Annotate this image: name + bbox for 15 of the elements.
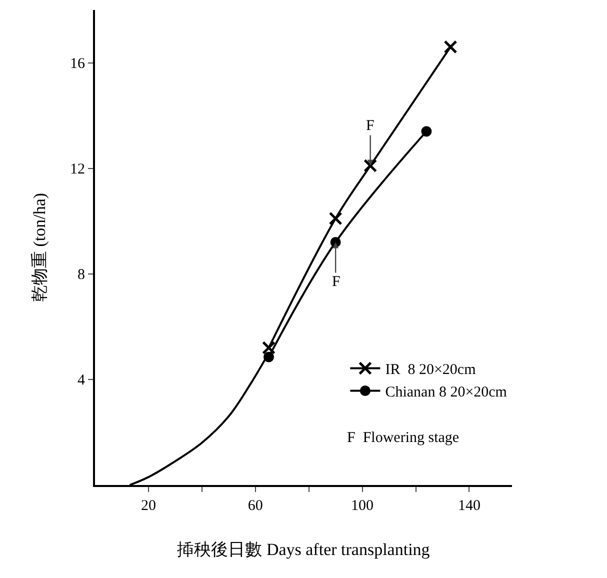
y-axis-title: 乾物重 (ton/ha) [30, 192, 50, 302]
annotation: F [332, 274, 340, 290]
y-tick-label: 12 [70, 162, 85, 178]
annotation: F [366, 118, 374, 134]
x-tick-label: 60 [248, 498, 263, 514]
y-tick-label: 16 [70, 56, 86, 72]
legend-label: Chianan 8 20×20cm [385, 384, 508, 401]
x-axis-title: 揷秧後日數 Days after transplanting [177, 540, 430, 559]
y-tick-label: 8 [78, 267, 85, 284]
y-tick-label: 4 [78, 372, 86, 389]
x-tick-label: 100 [351, 498, 374, 514]
x-tick-label: 20 [140, 498, 156, 514]
annotation: F Flowering stage [347, 430, 460, 446]
x-tick-label: 140 [458, 498, 480, 514]
legend-label: IR 8 20×20cm [385, 362, 476, 378]
